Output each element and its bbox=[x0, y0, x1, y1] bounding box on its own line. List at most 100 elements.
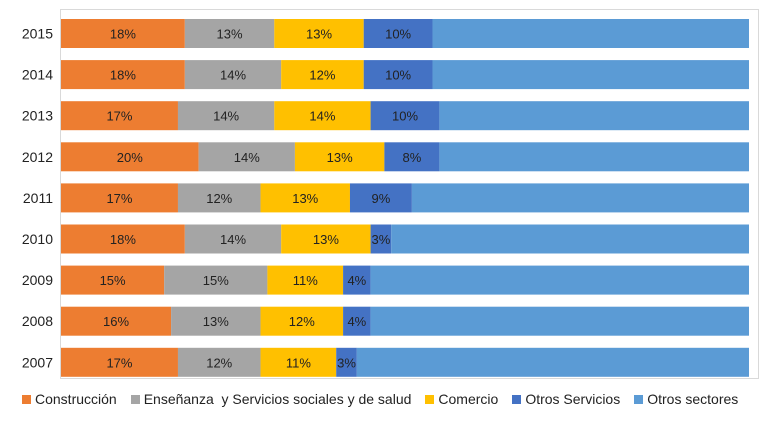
legend-label: Comercio bbox=[438, 391, 499, 407]
bar-segment bbox=[363, 19, 433, 48]
bar-segment bbox=[432, 60, 749, 90]
data-label: 17% bbox=[106, 355, 132, 370]
bar-segment bbox=[274, 19, 364, 48]
data-label: 13% bbox=[292, 191, 318, 206]
legend-item: Otros Servicios bbox=[512, 391, 620, 407]
data-label: 13% bbox=[306, 27, 332, 42]
bar-segment bbox=[260, 183, 350, 213]
legend-swatch bbox=[512, 394, 522, 404]
bar-segment bbox=[177, 183, 261, 213]
bar-segment bbox=[61, 183, 178, 213]
data-label: 18% bbox=[110, 232, 136, 247]
data-label: 20% bbox=[117, 150, 143, 165]
bar-segment bbox=[432, 19, 749, 48]
legend-label: Otros Servicios bbox=[525, 391, 621, 407]
data-label: 14% bbox=[213, 109, 239, 124]
data-label: 16% bbox=[103, 314, 129, 329]
bar-segment bbox=[370, 224, 392, 254]
bar-segment bbox=[184, 224, 282, 254]
bar-segment bbox=[363, 60, 433, 90]
legend: Construcción Enseñanza y Servicios social… bbox=[22, 391, 738, 407]
bar-segment bbox=[370, 306, 749, 336]
legend-label: Enseñanza y Servicios sociales y de salu… bbox=[143, 391, 412, 407]
category-label: 2012 bbox=[22, 149, 53, 165]
bar-segment bbox=[61, 101, 178, 131]
bar-segment bbox=[439, 142, 749, 172]
bar-segment bbox=[370, 101, 440, 131]
bar-segment bbox=[411, 183, 749, 213]
data-label: 11% bbox=[293, 273, 318, 288]
bar-segment bbox=[198, 142, 295, 172]
category-label: 2010 bbox=[22, 231, 53, 247]
bar-segment bbox=[61, 306, 172, 336]
data-label: 4% bbox=[347, 273, 366, 288]
data-label: 4% bbox=[347, 314, 366, 329]
category-label: 2007 bbox=[22, 354, 53, 370]
legend-item: Enseñanza y Servicios sociales y de salu… bbox=[130, 391, 412, 407]
bar-segment bbox=[184, 60, 282, 90]
data-label: 14% bbox=[220, 232, 246, 247]
category-label: 2015 bbox=[22, 26, 53, 42]
bar-segment bbox=[370, 265, 749, 295]
bar-segment bbox=[61, 142, 199, 172]
bar-segment bbox=[61, 265, 165, 295]
legend-swatch bbox=[22, 394, 31, 404]
bar-segment bbox=[164, 265, 268, 295]
data-label: 17% bbox=[106, 191, 132, 206]
data-label: 13% bbox=[313, 232, 339, 247]
data-label: 14% bbox=[234, 150, 260, 165]
data-label: 18% bbox=[110, 68, 136, 83]
bar-segment bbox=[343, 265, 371, 295]
bar-segment bbox=[349, 183, 412, 213]
plot-area-border bbox=[60, 9, 759, 379]
data-label: 12% bbox=[206, 355, 232, 370]
category-label: 2013 bbox=[22, 108, 53, 124]
bar-segment bbox=[260, 306, 344, 336]
category-label: 2014 bbox=[22, 67, 53, 83]
legend-item: Construcción bbox=[22, 391, 117, 407]
data-label: 3% bbox=[337, 355, 356, 370]
bar-segment bbox=[184, 19, 275, 48]
legend-swatch bbox=[130, 394, 140, 404]
legend-item: Comercio bbox=[425, 391, 498, 407]
data-label: 12% bbox=[309, 68, 335, 83]
bar-segment bbox=[384, 142, 440, 172]
data-label: 10% bbox=[385, 68, 411, 83]
data-label: 14% bbox=[309, 109, 335, 124]
legend-label: Otros sectores bbox=[647, 391, 739, 407]
bar-segment bbox=[281, 224, 371, 254]
data-label: 17% bbox=[106, 109, 132, 124]
data-label: 18% bbox=[110, 27, 136, 42]
bar-segment bbox=[61, 60, 185, 90]
bar-segment bbox=[260, 347, 337, 377]
bar-segment bbox=[177, 101, 275, 131]
bar-segment bbox=[439, 101, 749, 131]
bar-segment bbox=[343, 306, 371, 336]
bar-segment bbox=[177, 347, 261, 377]
bar-segment bbox=[336, 347, 357, 377]
category-label: 2011 bbox=[23, 190, 53, 206]
bar-segment bbox=[61, 224, 185, 254]
data-label: 12% bbox=[206, 191, 232, 206]
legend-item: Otros sectores bbox=[634, 391, 738, 407]
category-label: 2009 bbox=[22, 272, 53, 288]
data-label: 10% bbox=[392, 109, 418, 124]
data-label: 9% bbox=[372, 191, 391, 206]
data-label: 13% bbox=[327, 150, 353, 165]
category-label: 2008 bbox=[22, 313, 53, 329]
data-label: 10% bbox=[385, 27, 411, 42]
bar-segment bbox=[61, 19, 185, 48]
bar-segment bbox=[267, 265, 344, 295]
data-label: 15% bbox=[100, 273, 126, 288]
bar-segment bbox=[61, 347, 178, 377]
legend-swatch bbox=[634, 394, 644, 404]
bar-segment bbox=[294, 142, 385, 172]
data-label: 13% bbox=[203, 314, 229, 329]
data-label: 12% bbox=[289, 314, 315, 329]
data-label: 8% bbox=[402, 150, 421, 165]
legend-swatch bbox=[425, 394, 435, 404]
bar-segment bbox=[391, 224, 749, 254]
bar-segment bbox=[171, 306, 261, 336]
bar-segment bbox=[274, 101, 371, 131]
